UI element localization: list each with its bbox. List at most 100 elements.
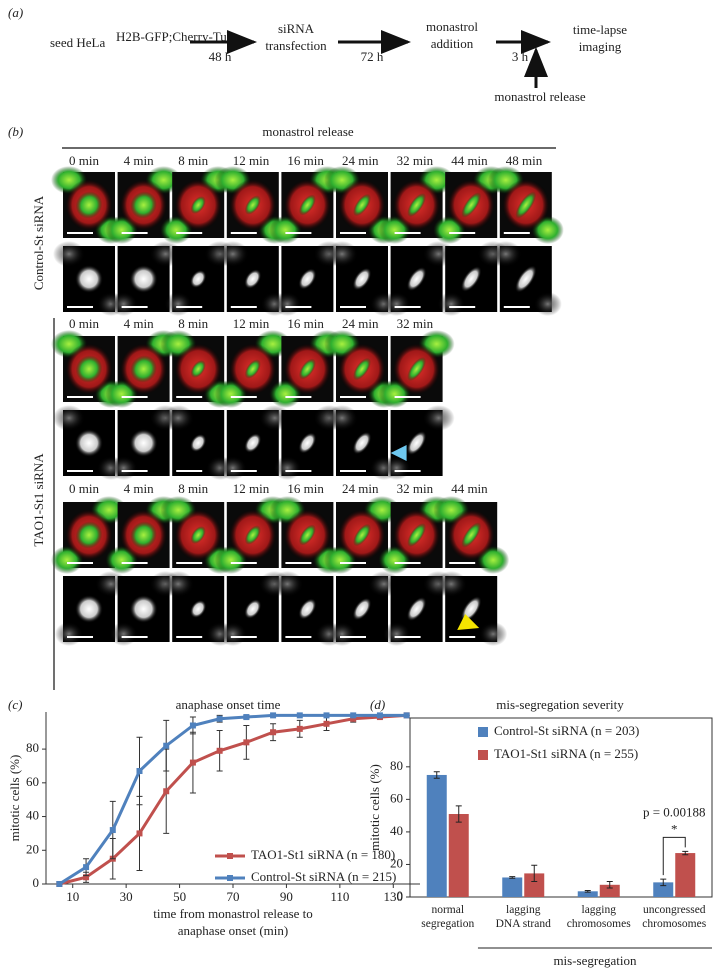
chromosomes [461,192,482,218]
cell-dim [328,622,356,646]
chromosomes [244,359,261,379]
y-tick-label: 0 [33,875,40,890]
release-label: monastrol release [494,89,586,104]
time-label: 32 min [397,153,434,168]
chromosomes [130,521,157,549]
cell-dim [273,456,302,480]
chromosomes [298,432,317,454]
marker [243,739,250,746]
y-tick-label: 80 [26,740,39,755]
chromosomes [75,191,103,219]
cell-dim [53,241,85,267]
x-tick-label: lagging DNA strand [495,904,551,930]
error-bar [682,850,689,856]
marker [163,788,170,795]
time-label: 16 min [287,316,324,331]
step-text: imaging [579,39,622,54]
marker [376,712,383,719]
marker [189,759,196,766]
x-axis-label: anaphase onset (min) [178,923,288,938]
marker [136,830,143,837]
error-bar [455,805,462,823]
cell-dim [109,622,138,646]
time-label: 8 min [178,316,208,331]
chromosomes [190,269,207,289]
cell-dim [489,241,522,267]
x-tick-label: 70 [227,889,240,904]
bracket [662,836,686,876]
x-tick-label: 10 [66,889,79,904]
bar [524,873,545,897]
time-label: 8 min [178,153,208,168]
cell-dim [162,405,195,431]
arrowhead [457,614,480,630]
chromosomes [75,429,103,457]
cell-dim [164,292,193,316]
chromosomes [352,431,372,455]
x-tick-label: 50 [173,889,186,904]
chromosomes [298,358,316,380]
interval: 48 h [209,49,232,64]
bar [577,891,598,897]
cell-dim [55,622,83,646]
chromosomes [190,526,206,544]
error-bar [433,771,440,779]
chromosomes [244,525,261,545]
legend-swatch [227,853,233,859]
cell-dim [326,241,358,267]
y-tick-label: 20 [26,841,39,856]
legend-swatch [227,875,233,881]
x-tick-label: lagging chromosomes [566,904,631,930]
chromosomes [190,599,207,619]
marker [270,729,277,736]
legend-label: Control-St siRNA (n = 203) [494,723,639,738]
x-tick-label: 130 [384,889,404,904]
annotation: * [671,821,678,836]
bar [675,853,696,897]
chromosomes [515,191,537,219]
cell-dim [479,622,508,646]
time-label: 12 min [233,153,270,168]
time-label: 44 min [451,481,488,496]
y-tick-label: 80 [390,758,403,773]
cell-dim [382,292,411,316]
time-label: 12 min [233,481,270,496]
time-label: 32 min [397,316,434,331]
time-label: 24 min [342,153,379,168]
error-bar [660,878,667,887]
time-label: 24 min [342,316,379,331]
time-label: 16 min [287,481,324,496]
x-tick-label: 110 [330,889,349,904]
line [58,713,407,886]
x-tick-label: uncongressed chromosomes [642,904,707,930]
group-label: Control-St siRNA [31,195,46,290]
marker [243,714,250,721]
marker [83,864,90,871]
time-label: 8 min [178,481,208,496]
chromosomes [407,357,427,381]
marker [163,742,170,749]
marker [189,722,196,729]
release-label: monastrol release [262,124,354,139]
legend-label: TAO1-St1 siRNA (n = 255) [494,746,638,761]
chromosomes [244,269,262,289]
group-label: TAO1-St1 siRNA [31,453,46,547]
time-label: 4 min [124,316,154,331]
time-label: 24 min [342,481,379,496]
step-text: time-lapse [573,22,627,37]
chromosomes [353,357,371,381]
bar [448,814,469,897]
marker [83,874,90,881]
time-label: 0 min [69,481,99,496]
cell-dim [109,292,138,316]
chromosomes [129,265,158,293]
chromosomes [75,521,103,549]
step-text: seed HeLa [50,35,105,50]
cell-dim [435,571,468,597]
time-label: 4 min [124,481,154,496]
annotation: p = 0.00188 [643,804,706,819]
cell-dim [382,622,411,646]
error-bar [606,881,613,889]
step-text: monastrol [426,19,478,34]
legend-label: TAO1-St1 siRNA (n = 180) [251,847,395,862]
